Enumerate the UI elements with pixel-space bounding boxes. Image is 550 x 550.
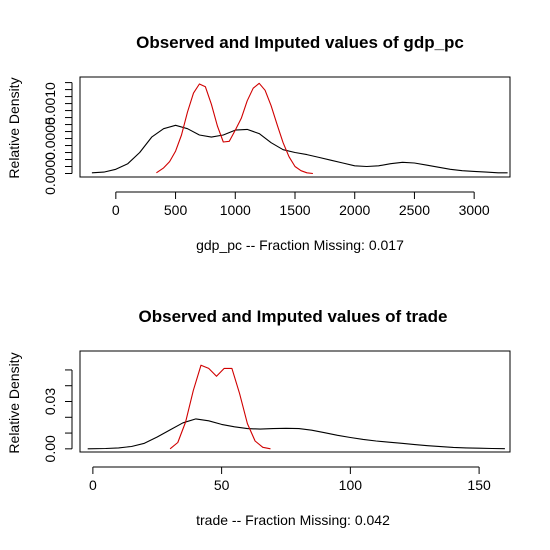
chart-panel-trade: Observed and Imputed values of trade Rel… xyxy=(6,307,511,528)
x-tick-label: 1500 xyxy=(279,202,310,218)
plot-frame xyxy=(79,76,511,178)
y-tick-label: 0.0010 xyxy=(42,82,58,125)
chart-title: Observed and Imputed values of gdp_pc xyxy=(136,33,464,52)
x-tick-label: 2500 xyxy=(399,202,430,218)
x-tick-label: 150 xyxy=(467,477,491,493)
x-tick-label: 500 xyxy=(164,202,188,218)
x-axis: 0 50 100 150 xyxy=(89,466,491,493)
y-tick-label: 0.03 xyxy=(42,388,58,415)
y-tick-label: 0.0005 xyxy=(42,117,58,160)
y-axis-label: Relative Density xyxy=(6,77,22,178)
plot-frame xyxy=(79,350,511,453)
y-tick-label: 0.00 xyxy=(42,435,58,462)
x-tick-label: 0 xyxy=(112,202,120,218)
y-axis-label: Relative Density xyxy=(6,352,22,453)
x-tick-label: 2000 xyxy=(339,202,370,218)
x-tick-label: 50 xyxy=(214,477,230,493)
x-tick-label: 0 xyxy=(89,477,97,493)
imputed-density-line xyxy=(156,82,313,175)
x-axis-label: gdp_pc -- Fraction Missing: 0.017 xyxy=(196,237,404,253)
x-tick-label: 3000 xyxy=(459,202,490,218)
y-axis: 0.00 0.03 xyxy=(42,369,73,462)
chart-title: Observed and Imputed values of trade xyxy=(139,307,448,326)
series-group xyxy=(87,364,505,450)
x-axis: 0 500 1000 1500 2000 2500 3000 xyxy=(112,191,490,218)
imputed-density-line xyxy=(169,364,271,450)
x-axis-label: trade -- Fraction Missing: 0.042 xyxy=(196,512,390,528)
x-tick-label: 1000 xyxy=(220,202,251,218)
series-group xyxy=(91,82,508,175)
x-tick-label: 100 xyxy=(339,477,363,493)
observed-density-line xyxy=(87,418,505,450)
chart-panel-gdp-pc: Observed and Imputed values of gdp_pc Re… xyxy=(6,33,511,253)
observed-density-line xyxy=(91,124,508,174)
y-tick-label: 0.0000 xyxy=(42,152,58,195)
